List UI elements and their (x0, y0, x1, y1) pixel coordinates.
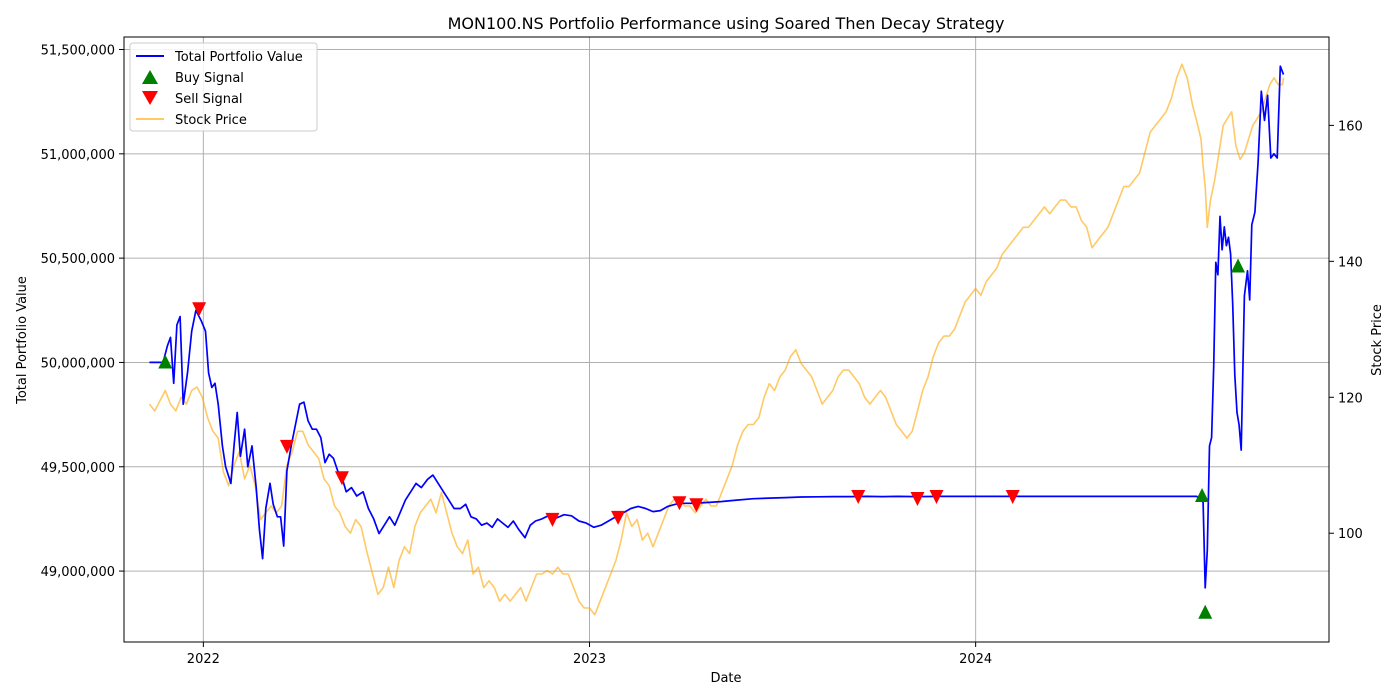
x-tick-label: 2022 (187, 652, 220, 667)
y-left-tick-label: 49,000,000 (41, 565, 115, 580)
x-tick-label: 2023 (573, 652, 606, 667)
y-left-tick-label: 49,500,000 (41, 461, 115, 476)
signal-markers (158, 258, 1246, 619)
buy-signal-marker (1198, 604, 1213, 619)
sell-signal-marker (689, 498, 704, 513)
sell-signal-marker (851, 489, 866, 504)
grid (124, 37, 1329, 642)
plot-frame (123, 36, 1330, 643)
sell-signal-marker (545, 512, 560, 527)
price-series (148, 63, 1285, 616)
y-axis-right-label: Stock Price (1370, 304, 1385, 376)
sell-signal-marker (910, 492, 925, 507)
y-right-tick-label: 100 (1338, 527, 1363, 542)
portfolio-value-line (149, 65, 1285, 589)
legend-price-label: Stock Price (175, 113, 247, 128)
y-axis-left-label: Total Portfolio Value (15, 276, 30, 405)
sell-signal-marker (672, 496, 687, 511)
y-left-tick-label: 51,500,000 (41, 44, 115, 59)
y-left-tick-label: 50,500,000 (41, 252, 115, 267)
portfolio-series (149, 65, 1285, 589)
legend-buy-label: Buy Signal (175, 71, 244, 86)
legend-portfolio-label: Total Portfolio Value (174, 50, 303, 65)
sell-signal-marker (192, 302, 207, 317)
legend-sell-label: Sell Signal (175, 92, 243, 107)
x-axis: 2022 2023 2024 (187, 642, 992, 667)
buy-signal-marker (1231, 258, 1246, 273)
sell-signal-marker (334, 471, 349, 486)
legend-sell-swatch (142, 91, 158, 105)
sell-signal-marker (929, 489, 944, 504)
y-right-tick-label: 140 (1338, 255, 1363, 270)
legend-box (129, 42, 318, 132)
buy-signal-marker (1195, 487, 1210, 502)
x-axis-label: Date (710, 671, 741, 686)
stock-price-line (148, 63, 1285, 616)
legend: Total Portfolio Value Buy Signal Sell Si… (129, 42, 318, 132)
sell-signal-marker (611, 510, 626, 525)
legend-buy-swatch (142, 70, 158, 84)
chart-title: MON100.NS Portfolio Performance using So… (448, 14, 1005, 33)
y-right-tick-label: 120 (1338, 391, 1363, 406)
y-left-tick-label: 51,000,000 (41, 148, 115, 163)
sell-signal-marker (279, 439, 294, 454)
y-axis-right: 100 120 140 160 (1329, 119, 1363, 542)
sell-signal-marker (1005, 489, 1020, 504)
y-right-tick-label: 160 (1338, 119, 1363, 134)
x-tick-label: 2024 (959, 652, 992, 667)
buy-signal-marker (158, 354, 173, 369)
y-left-tick-label: 50,000,000 (41, 356, 115, 371)
y-axis-left: 49,000,000 49,500,000 50,000,000 50,500,000… (41, 44, 124, 580)
